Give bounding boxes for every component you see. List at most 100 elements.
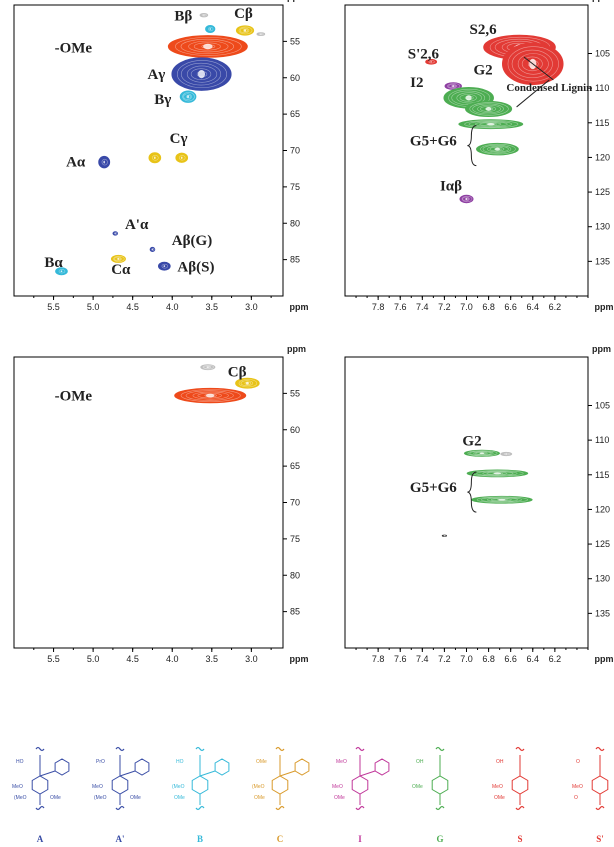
peak-AbG — [149, 246, 156, 253]
substituent-label: (MeO — [172, 784, 185, 790]
x-tick-label: 7.2 — [438, 302, 451, 312]
x-tick-label: 4.0 — [166, 302, 179, 312]
y-tick-label: 70 — [290, 498, 300, 508]
substituent-label: OMe — [174, 795, 185, 801]
wavy-bond — [275, 746, 285, 752]
peak-label: A'α — [125, 217, 149, 233]
peak-label: Cγ — [170, 131, 188, 147]
ring — [111, 775, 129, 795]
y-tick-label: 70 — [290, 146, 300, 156]
x-unit-label: ppm — [595, 654, 614, 664]
ring — [214, 758, 230, 776]
y-tick-label: 65 — [290, 109, 300, 119]
y-tick-label: 60 — [290, 425, 300, 435]
substituent-label: OMe — [50, 795, 61, 801]
peak-G2b — [463, 449, 501, 457]
peak-AbS — [157, 261, 171, 271]
peak-Bg — [179, 90, 197, 103]
peak-label: G5+G6 — [410, 480, 457, 496]
y-tick-label: 75 — [290, 182, 300, 192]
peak-label: G5+G6 — [410, 134, 457, 150]
substituent-label: OMe — [254, 795, 265, 801]
ring — [374, 758, 390, 776]
wavy-bond — [435, 746, 445, 752]
x-tick-label: 6.4 — [527, 654, 540, 664]
structure-label: A — [37, 834, 44, 844]
y-tick-label: 80 — [290, 218, 300, 228]
structure-S: OH MeO OMe S — [492, 746, 529, 844]
structure-Sp: O MeO O S' — [572, 746, 609, 844]
structure-I: MeO MeO OMe I — [332, 746, 390, 844]
y-tick-label: 105 — [595, 401, 610, 411]
x-tick-label: 7.6 — [394, 302, 407, 312]
structure-B: HO (MeO OMe B — [172, 746, 230, 844]
peak-Apa — [112, 231, 119, 236]
peak-Cg1 — [148, 152, 162, 164]
structure-label: G — [436, 834, 443, 844]
wavy-bond — [115, 746, 125, 752]
x-tick-label: 4.5 — [126, 302, 139, 312]
wavy-bond — [115, 805, 125, 811]
x-tick-label: 5.5 — [47, 654, 60, 664]
peak-Ag — [171, 57, 232, 91]
y-tick-label: 55 — [290, 36, 300, 46]
peak-layer — [55, 12, 266, 276]
peak-label: Iαβ — [440, 179, 462, 195]
y-tick-label: 110 — [595, 83, 609, 93]
wavy-bond — [35, 805, 45, 811]
x-tick-label: 4.0 — [166, 654, 179, 664]
peak-label: I2 — [410, 75, 423, 91]
bond — [199, 770, 216, 777]
y-unit-label: ppm — [592, 0, 611, 2]
substituent-label: HO — [176, 759, 184, 765]
substituent-label: MeO — [332, 784, 343, 790]
substituent-label: PrO — [96, 759, 105, 765]
peak-label: G2 — [473, 62, 492, 78]
peak-CondL — [464, 100, 513, 117]
peak-label: Cβ — [228, 365, 247, 381]
wavy-bond — [355, 746, 365, 752]
ring — [31, 775, 49, 795]
peak-g3 — [200, 364, 216, 371]
substituent-label: MeO — [12, 784, 23, 790]
plot-frame — [344, 356, 589, 649]
peak-Ba — [55, 267, 68, 276]
x-tick-label: 6.8 — [482, 302, 495, 312]
peak-OMe2 — [174, 387, 247, 404]
structure-C: OMe (MeO OMe C — [252, 746, 310, 844]
y-tick-label: 125 — [595, 187, 610, 197]
x-tick-label: 6.6 — [504, 654, 517, 664]
x-tick-label: 3.5 — [206, 302, 219, 312]
peak-label: S'2,6 — [408, 46, 440, 62]
x-tick-label: 7.4 — [416, 654, 429, 664]
wavy-bond — [595, 805, 605, 811]
peak-Cb2 — [235, 377, 260, 389]
x-tick-label: 7.0 — [460, 302, 473, 312]
substituent-label: MeO — [92, 784, 103, 790]
nmr-panel-3: 5.5 5.0 4.5 4.0 3.5 3.0 ppm 55 60 65 70 75 80 85 ppm -O… — [13, 344, 309, 664]
ring — [351, 775, 369, 795]
y-tick-label: 115 — [595, 118, 609, 128]
structure-Ap: PrO MeO (MeO OMe A' — [92, 746, 150, 844]
x-tick-label: 6.2 — [549, 654, 562, 664]
structure-A: HO MeO (MeO OMe A — [12, 746, 70, 844]
x-tick-label: 5.0 — [87, 302, 100, 312]
peak-G6b — [471, 495, 533, 504]
peak-label: -OMe — [55, 389, 93, 405]
peak-g4 — [500, 451, 513, 457]
peak-layer — [425, 34, 564, 204]
x-tick-label: 7.2 — [438, 654, 451, 664]
y-tick-label: 135 — [595, 608, 610, 618]
peak-label: Bα — [44, 255, 63, 271]
substituent-label: OH — [496, 759, 504, 765]
x-tick-label: 6.8 — [482, 654, 495, 664]
peak-label: Condensed Lignin — [506, 82, 592, 94]
y-tick-label: 65 — [290, 461, 300, 471]
wavy-bond — [275, 805, 285, 811]
x-tick-label: 5.0 — [87, 654, 100, 664]
y-tick-label: 130 — [595, 574, 610, 584]
substituent-label: OMe — [130, 795, 141, 801]
ring — [54, 758, 70, 776]
